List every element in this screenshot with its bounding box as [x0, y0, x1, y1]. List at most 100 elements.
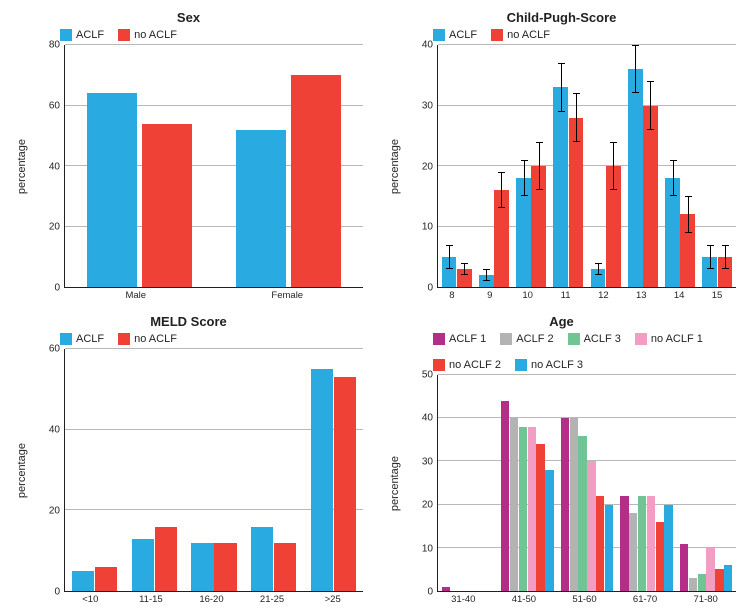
bar: [334, 377, 356, 591]
legend-item: no ACLF: [118, 333, 177, 345]
x-label: 13: [622, 291, 660, 302]
error-bar: [524, 160, 525, 196]
chart-title: MELD Score: [14, 314, 363, 329]
bars-layer: [65, 349, 363, 591]
error-bar: [501, 172, 502, 208]
bar: [724, 565, 732, 591]
error-bar: [576, 93, 577, 141]
bar: [251, 527, 273, 592]
bar: [545, 470, 553, 591]
bar: [214, 543, 236, 591]
plot: [64, 349, 363, 592]
legend-label: ACLF: [76, 29, 104, 41]
bar: [643, 106, 658, 288]
legend: ACLF no ACLF: [60, 29, 363, 41]
x-label: Male: [60, 291, 212, 302]
panel-meld: MELD ScoreACLFno ACLFpercentage0204060<1…: [14, 314, 363, 606]
bar: [680, 544, 688, 592]
x-label: 8: [433, 291, 471, 302]
y-tick: 40: [422, 413, 433, 424]
bar: [191, 543, 213, 591]
bar-group: [624, 45, 661, 287]
legend-item: no ACLF: [118, 29, 177, 41]
bar: [570, 418, 578, 591]
x-axis-labels: <1011-1516-2021-25>25: [60, 595, 363, 606]
legend-label: no ACLF 3: [531, 359, 583, 371]
legend-item: no ACLF 3: [515, 359, 583, 371]
bar: [605, 505, 613, 591]
plot: [437, 45, 736, 288]
legend-item: ACLF: [60, 29, 104, 41]
error-bar: [464, 263, 465, 275]
bar-group: [587, 45, 624, 287]
y-tick: 20: [422, 500, 433, 511]
legend-swatch: [568, 333, 580, 345]
legend-item: ACLF: [433, 29, 477, 41]
legend-label: no ACLF: [134, 29, 177, 41]
error-bar: [725, 245, 726, 269]
chart-area: percentage0204060: [14, 349, 363, 592]
x-label: 12: [585, 291, 623, 302]
y-tick: 0: [54, 283, 60, 294]
error-bar: [635, 45, 636, 93]
panel-child-pugh: Child-Pugh-Score ACLF no ACLF percentage 0 10…: [387, 10, 736, 302]
bar: [715, 569, 723, 591]
error-bar: [449, 245, 450, 269]
bar: [647, 496, 655, 591]
bar: [501, 401, 509, 591]
chart-area: percentage01020304050: [387, 375, 736, 592]
x-label: 14: [660, 291, 698, 302]
legend-label: ACLF 3: [584, 333, 621, 345]
legend-item: ACLF 3: [568, 333, 621, 345]
y-tick: 80: [49, 40, 60, 51]
chart-grid: SexACLFno ACLFpercentage020406080MaleFem…: [0, 0, 750, 616]
legend-label: no ACLF: [134, 333, 177, 345]
bar-group: [498, 375, 558, 591]
bar: [553, 87, 568, 287]
y-tick: 0: [427, 587, 433, 598]
bar-group: [214, 45, 363, 287]
bar-group: [475, 45, 512, 287]
y-axis-label: percentage: [387, 375, 403, 592]
bar: [132, 539, 154, 591]
x-label: 41-50: [494, 595, 555, 606]
bar: [528, 427, 536, 591]
legend-label: ACLF 1: [449, 333, 486, 345]
bar: [664, 505, 672, 591]
legend-item: ACLF 1: [433, 333, 486, 345]
legend-label: no ACLF 2: [449, 359, 501, 371]
bar-group: [513, 45, 550, 287]
y-axis-label: percentage: [14, 349, 30, 592]
y-tick: 20: [49, 222, 60, 233]
legend: ACLF 1ACLF 2ACLF 3no ACLF 1no ACLF 2no A…: [433, 333, 736, 371]
bar-group: [438, 45, 475, 287]
bar: [442, 587, 450, 591]
legend-item: no ACLF 2: [433, 359, 501, 371]
y-tick: 10: [422, 543, 433, 554]
y-tick: 40: [422, 40, 433, 51]
error-bar: [613, 142, 614, 190]
x-label: 10: [509, 291, 547, 302]
bar-group: [438, 375, 498, 591]
bar: [587, 461, 595, 591]
bar-group: [550, 45, 587, 287]
legend-swatch: [118, 333, 130, 345]
error-bar: [561, 63, 562, 111]
x-label: 11: [547, 291, 585, 302]
legend-swatch: [491, 29, 503, 41]
y-tick: 30: [422, 456, 433, 467]
y-tick: 10: [422, 222, 433, 233]
x-label: 71-80: [675, 595, 736, 606]
legend-label: no ACLF: [507, 29, 550, 41]
bar: [561, 418, 569, 591]
y-axis-label: percentage: [387, 45, 403, 288]
y-tick: 0: [54, 587, 60, 598]
chart-title: Age: [387, 314, 736, 329]
bar-group: [303, 349, 363, 591]
x-axis-labels: 89101112131415: [433, 291, 736, 302]
y-tick: 0: [427, 283, 433, 294]
chart-title: Child-Pugh-Score: [387, 10, 736, 25]
error-bar: [486, 269, 487, 281]
legend-swatch: [433, 29, 445, 41]
panel-age: AgeACLF 1ACLF 2ACLF 3no ACLF 1no ACLF 2n…: [387, 314, 736, 606]
